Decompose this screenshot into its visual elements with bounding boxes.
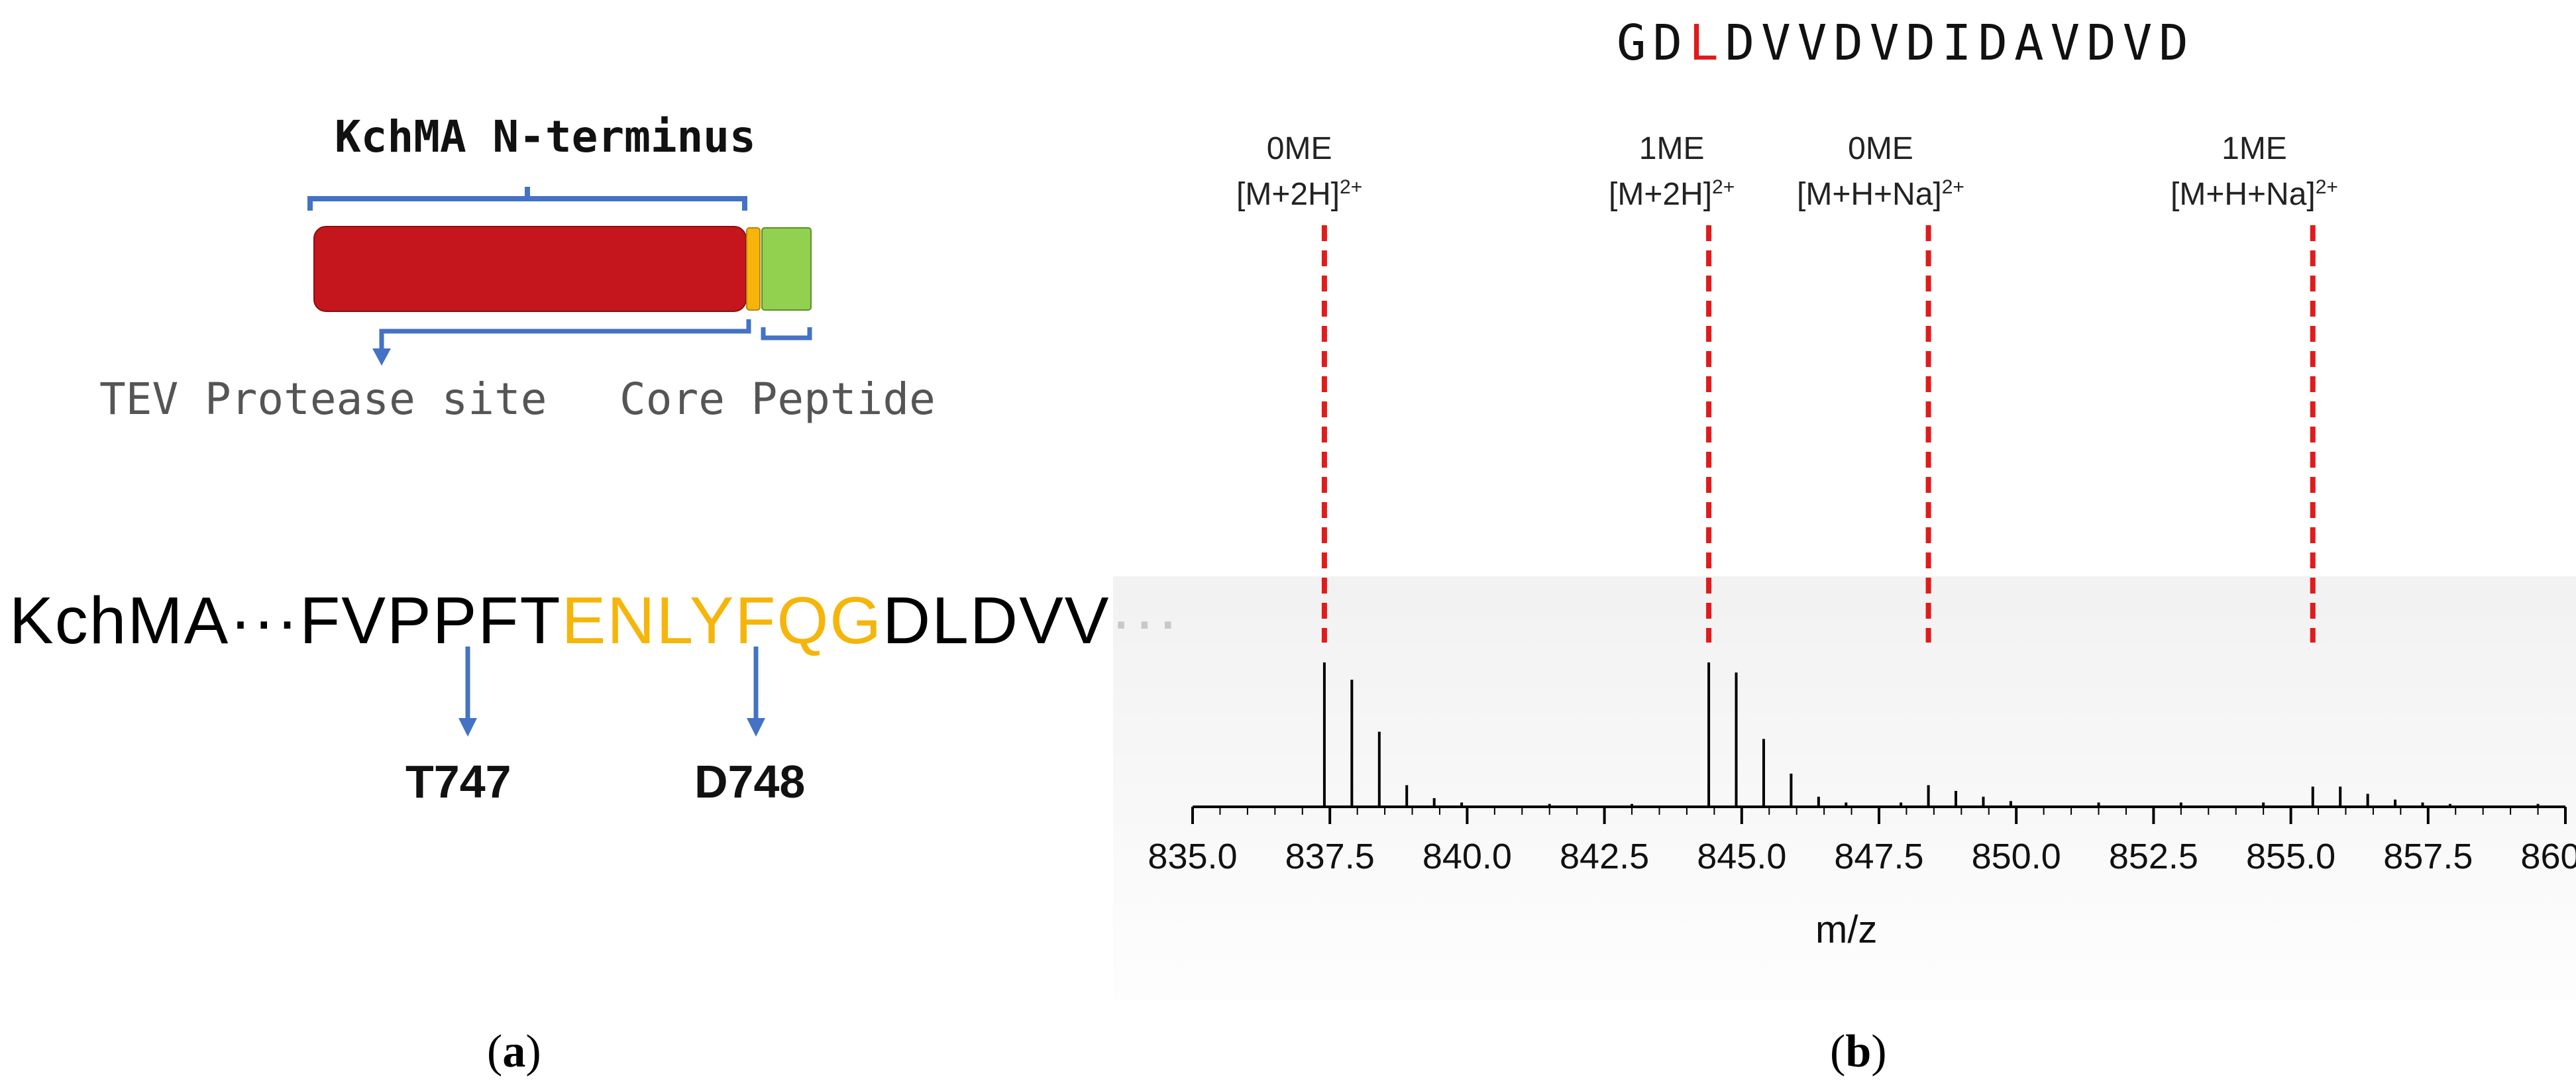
tev-protease-site-label: TEV Protease site (99, 374, 547, 425)
x-tick-label: 847.5 (1834, 837, 1924, 876)
core-peptide-label: Core Peptide (619, 374, 936, 425)
x-tick-label: 835.0 (1148, 837, 1238, 876)
x-tick-label: 852.5 (2108, 837, 2198, 876)
x-tick-label: 855.0 (2246, 837, 2336, 876)
x-tick-label: 837.5 (1285, 837, 1375, 876)
x-axis-label: m/z (1815, 908, 1878, 951)
annotation-1me-m2h: 1ME [M+2H]2+ (1609, 131, 1735, 212)
d748-arrow-head (747, 718, 765, 737)
tev-arrow-head (372, 348, 391, 366)
t747-arrow-head (458, 718, 477, 737)
kchma-sequence: KchMA···FVPPFTENLYFQGDLDVV··· (9, 583, 1180, 659)
sequence-prefix: KchMA···FVPPFT (9, 584, 562, 658)
x-tick-label: 845.0 (1697, 837, 1787, 876)
x-tick-label: 860.0 (2520, 837, 2576, 876)
d748-label: D748 (694, 756, 806, 807)
tev-recognition-sequence: ENLYFQG (561, 584, 883, 658)
core-bracket (761, 327, 812, 340)
peptide-sequence-title: GDLDVVDVDIDAVDVD (1617, 15, 2195, 72)
tev-bracket (379, 319, 751, 351)
panel-a-diagram (307, 187, 812, 737)
kchma-n-terminus-title: KchMA N-terminus (335, 111, 756, 162)
x-tick-label: 840.0 (1422, 837, 1512, 876)
panel-a-label: (a) (487, 1026, 541, 1077)
methylated-residue: L (1689, 15, 1725, 72)
x-tick-label: 857.5 (2383, 837, 2473, 876)
spectrum-background (1113, 576, 2576, 1000)
tev-linker (746, 227, 761, 311)
n-terminus-bracket (307, 187, 747, 211)
annotation-0me-mhna: 0ME [M+H+Na]2+ (1797, 131, 1964, 212)
t747-label: T747 (405, 756, 511, 807)
annotation-1me-mhna: 1ME [M+H+Na]2+ (2171, 131, 2338, 212)
core-peptide-block (761, 227, 812, 311)
x-tick-label: 850.0 (1971, 837, 2061, 876)
annotation-0me-m2h: 0ME [M+2H]2+ (1236, 131, 1363, 212)
x-tick-label: 842.5 (1560, 837, 1650, 876)
panel-b-label: (b) (1830, 1026, 1887, 1077)
